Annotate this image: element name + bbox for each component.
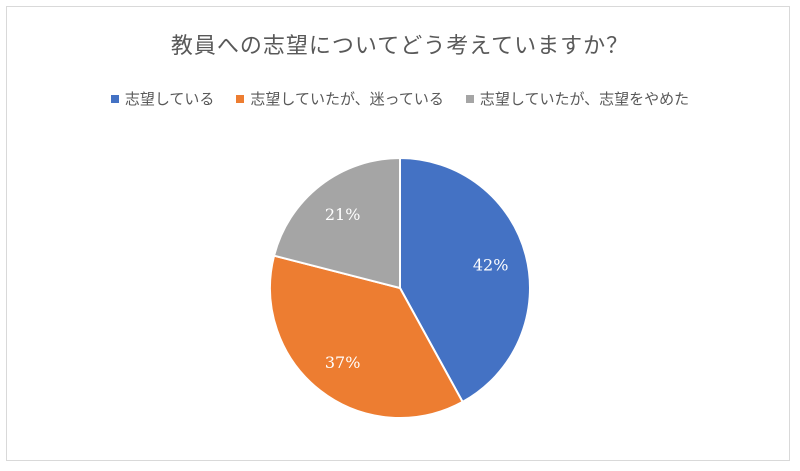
chart-legend: 志望している 志望していたが、迷っている 志望していたが、志望をやめた <box>0 88 800 109</box>
pie-slices <box>269 156 531 419</box>
legend-swatch-0 <box>110 94 119 103</box>
legend-item-0: 志望している <box>110 88 215 109</box>
pie-labels: 42% 37% 21% <box>325 205 509 372</box>
pie-slice-2 <box>272 156 401 290</box>
pie-slice-1 <box>269 254 464 419</box>
data-label-0: 42% <box>473 256 509 275</box>
legend-label-1: 志望していたが、迷っている <box>250 90 444 108</box>
data-label-2: 21% <box>325 205 361 224</box>
legend-label-2: 志望していたが、志望をやめた <box>479 90 690 108</box>
chart-title: 教員への志望についてどう考えていますか？ <box>170 34 630 59</box>
legend-swatch-2 <box>465 94 474 103</box>
legend-label-0: 志望している <box>124 90 215 108</box>
legend-swatch-1 <box>236 94 245 103</box>
data-label-1: 37% <box>325 353 361 372</box>
legend-item-1: 志望していたが、迷っている <box>236 88 444 109</box>
legend-item-2: 志望していたが、志望をやめた <box>465 88 690 109</box>
pie-slice-0 <box>399 156 531 404</box>
